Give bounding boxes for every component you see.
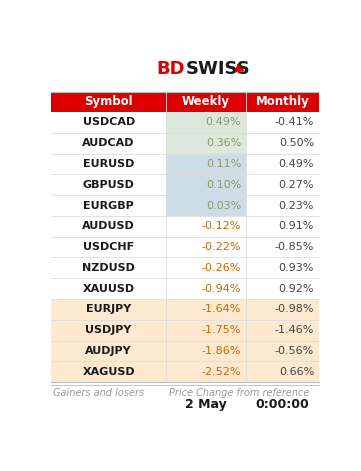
Text: 0.49%: 0.49% <box>279 159 314 169</box>
FancyBboxPatch shape <box>51 361 319 382</box>
Text: -1.75%: -1.75% <box>202 325 241 335</box>
Text: USDCHF: USDCHF <box>83 242 134 252</box>
Text: SWISS: SWISS <box>186 60 250 78</box>
Text: 0.03%: 0.03% <box>206 201 241 211</box>
Text: AUDJPY: AUDJPY <box>85 346 132 356</box>
Text: USDCAD: USDCAD <box>83 117 135 127</box>
Text: -0.85%: -0.85% <box>275 242 314 252</box>
FancyBboxPatch shape <box>166 174 246 195</box>
Text: ▶: ▶ <box>234 61 247 77</box>
Text: NZDUSD: NZDUSD <box>82 263 135 273</box>
Text: 0.49%: 0.49% <box>206 117 241 127</box>
Text: 0.50%: 0.50% <box>279 138 314 148</box>
Text: Monthly: Monthly <box>255 96 309 108</box>
FancyBboxPatch shape <box>166 133 246 154</box>
Text: EURUSD: EURUSD <box>83 159 134 169</box>
Text: 0.23%: 0.23% <box>279 201 314 211</box>
FancyBboxPatch shape <box>166 320 246 341</box>
Text: -1.46%: -1.46% <box>275 325 314 335</box>
Text: 0.92%: 0.92% <box>279 284 314 294</box>
Text: EURGBP: EURGBP <box>83 201 134 211</box>
Text: Weekly: Weekly <box>182 96 230 108</box>
Text: XAGUSD: XAGUSD <box>82 367 135 377</box>
Text: -0.94%: -0.94% <box>202 284 241 294</box>
Text: -0.56%: -0.56% <box>275 346 314 356</box>
FancyBboxPatch shape <box>166 195 246 216</box>
FancyBboxPatch shape <box>166 112 246 133</box>
Text: -0.26%: -0.26% <box>202 263 241 273</box>
Text: 0.11%: 0.11% <box>206 159 241 169</box>
Text: 0.66%: 0.66% <box>279 367 314 377</box>
Text: -2.52%: -2.52% <box>202 367 241 377</box>
FancyBboxPatch shape <box>51 341 319 361</box>
Text: -1.86%: -1.86% <box>202 346 241 356</box>
Text: 2 May: 2 May <box>185 398 227 411</box>
Text: 0.27%: 0.27% <box>279 180 314 190</box>
FancyBboxPatch shape <box>166 341 246 361</box>
Text: USDJPY: USDJPY <box>86 325 132 335</box>
FancyBboxPatch shape <box>166 154 246 174</box>
Text: -0.22%: -0.22% <box>202 242 241 252</box>
Text: 0.93%: 0.93% <box>279 263 314 273</box>
Text: AUDCAD: AUDCAD <box>82 138 135 148</box>
Text: 0.91%: 0.91% <box>279 221 314 231</box>
Text: AUDUSD: AUDUSD <box>82 221 135 231</box>
Text: -1.64%: -1.64% <box>202 304 241 315</box>
FancyBboxPatch shape <box>51 92 319 112</box>
Text: 0.36%: 0.36% <box>206 138 241 148</box>
FancyBboxPatch shape <box>166 299 246 320</box>
Text: -0.41%: -0.41% <box>275 117 314 127</box>
FancyBboxPatch shape <box>166 361 246 382</box>
Text: Symbol: Symbol <box>84 96 133 108</box>
Text: 0.10%: 0.10% <box>206 180 241 190</box>
Text: BD: BD <box>157 60 186 78</box>
Text: Price Change from reference: Price Change from reference <box>169 388 309 398</box>
Text: 0:00:00: 0:00:00 <box>255 398 309 411</box>
FancyBboxPatch shape <box>51 320 319 341</box>
Text: GBPUSD: GBPUSD <box>83 180 135 190</box>
Text: EURJPY: EURJPY <box>86 304 131 315</box>
Text: -0.98%: -0.98% <box>275 304 314 315</box>
FancyBboxPatch shape <box>51 299 319 320</box>
Text: -0.12%: -0.12% <box>202 221 241 231</box>
Text: XAUUSD: XAUUSD <box>83 284 135 294</box>
Text: Gainers and losers: Gainers and losers <box>53 388 144 398</box>
